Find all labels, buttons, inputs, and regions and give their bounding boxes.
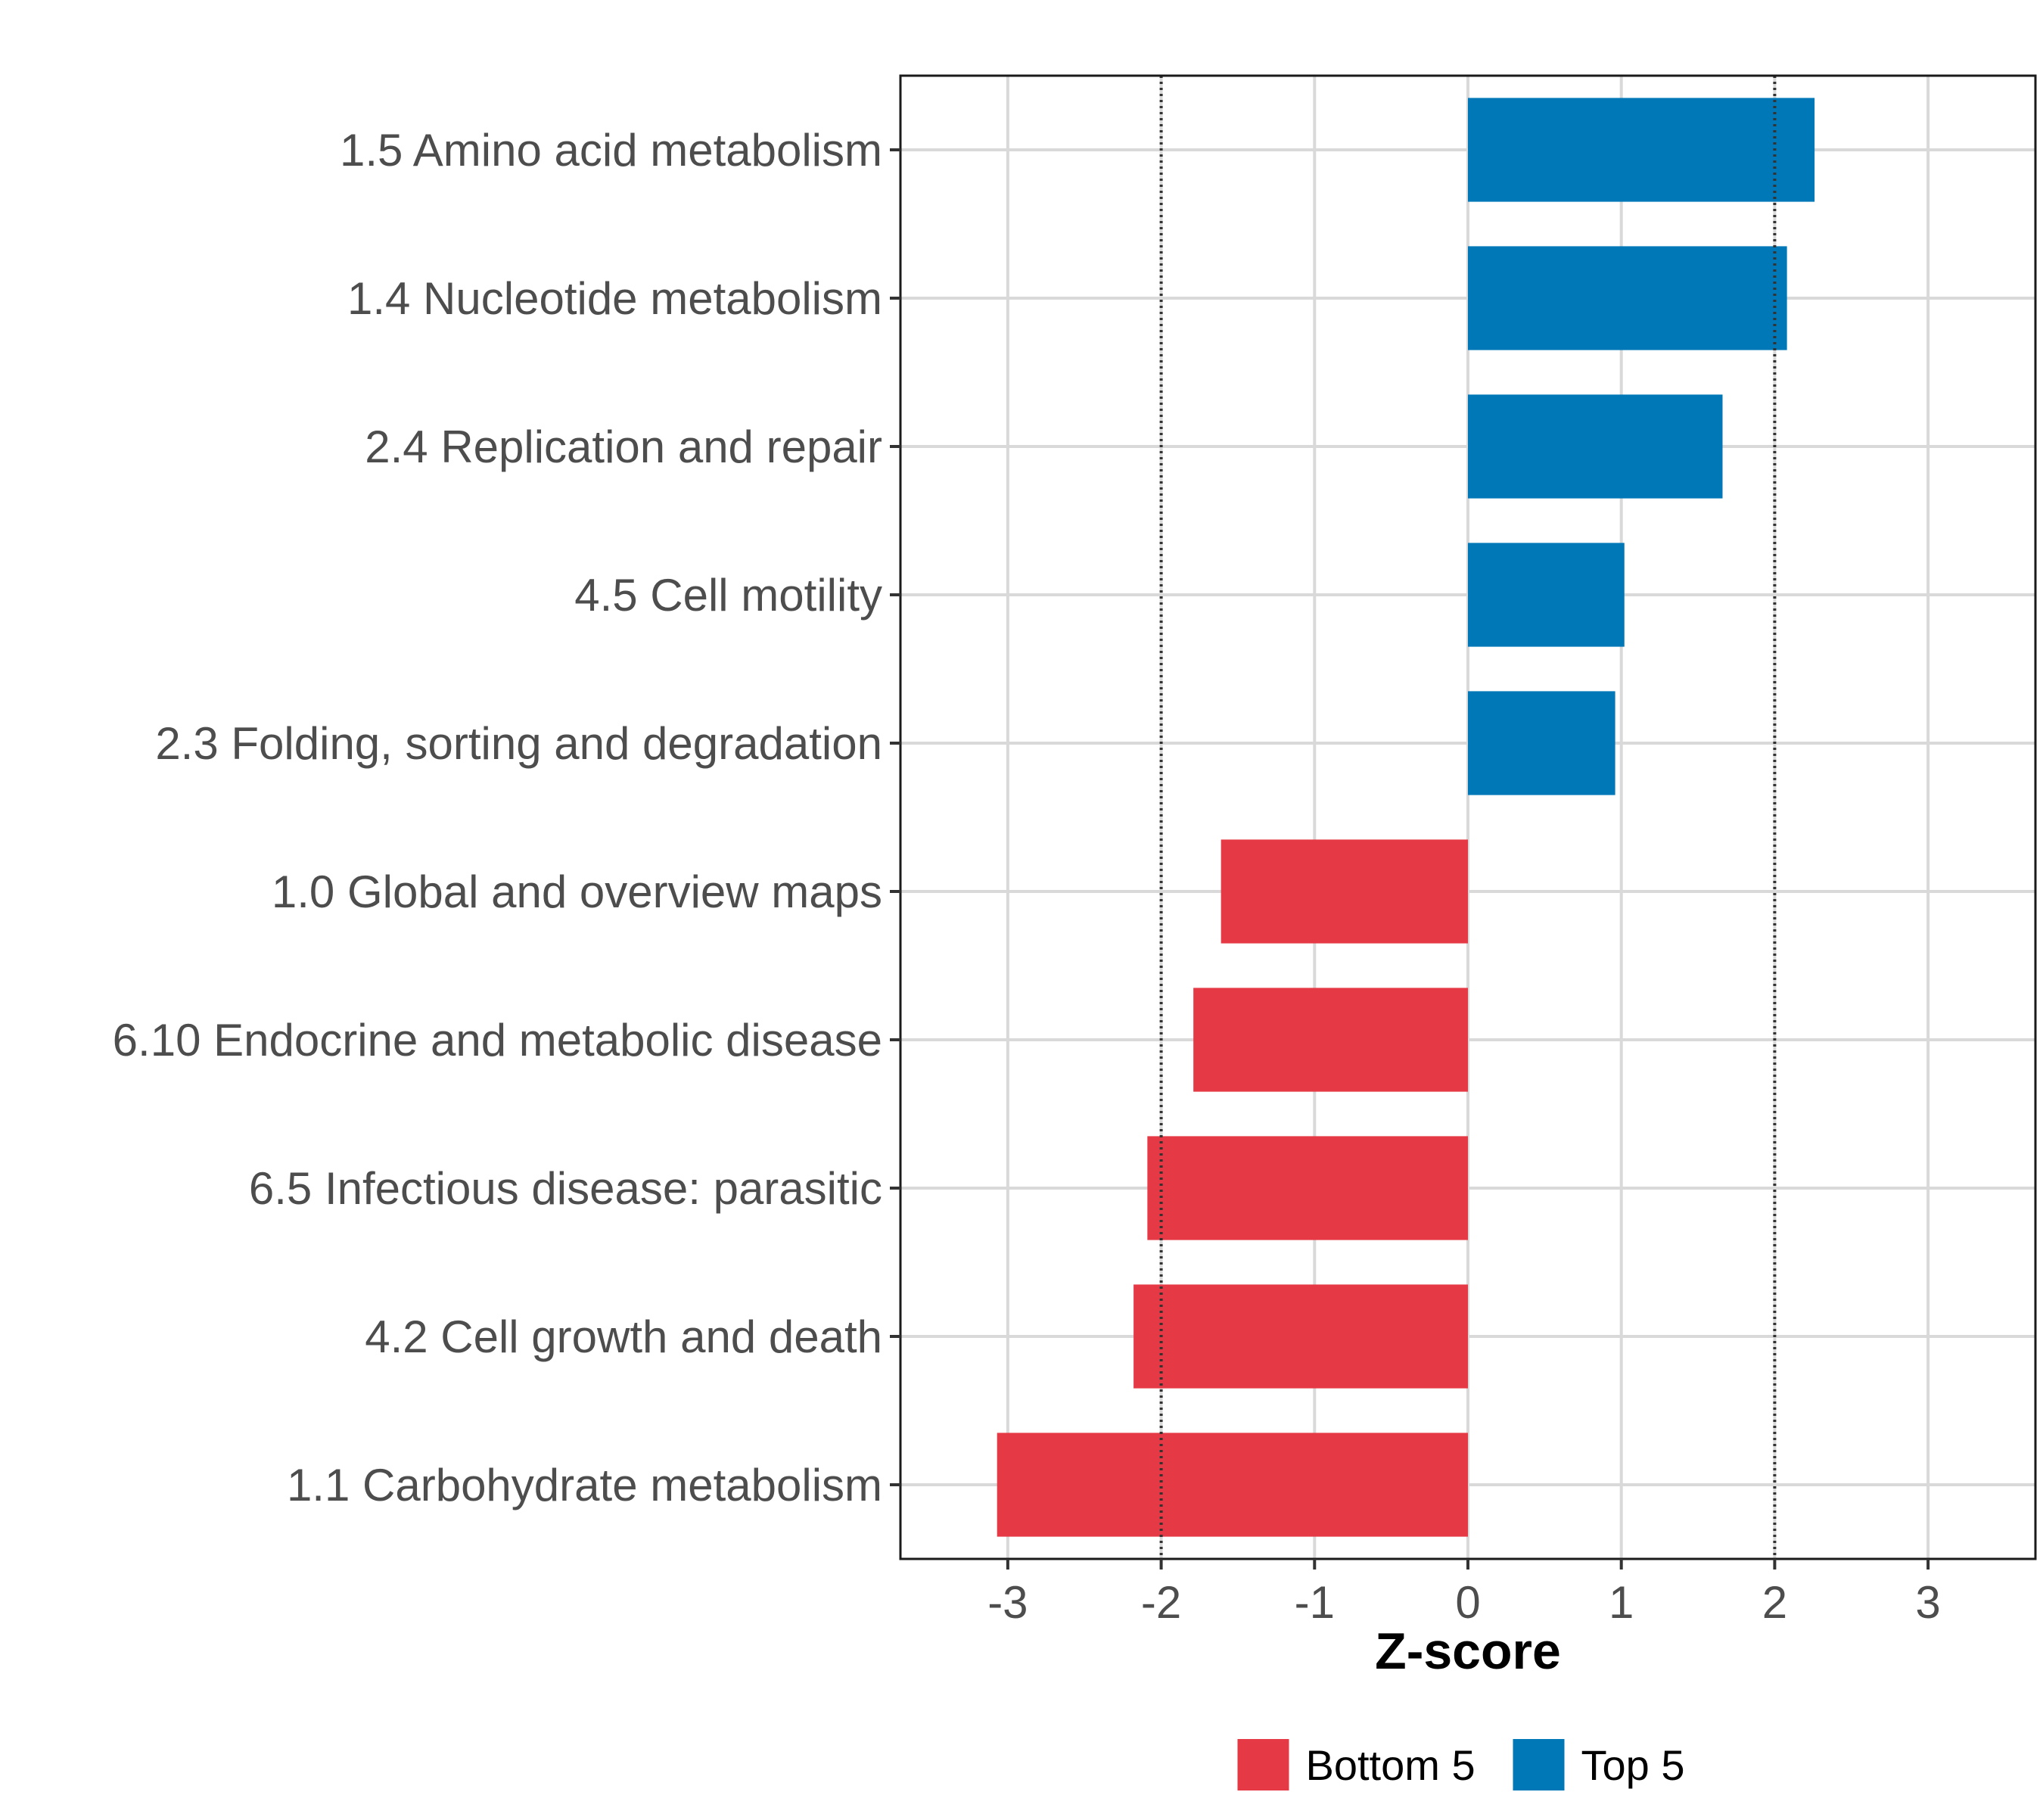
x-tick-label: 0 bbox=[1455, 1577, 1480, 1628]
x-tick-label: -3 bbox=[987, 1577, 1028, 1628]
bar bbox=[1147, 1136, 1468, 1240]
legend-swatch bbox=[1237, 1739, 1289, 1790]
bar bbox=[1468, 543, 1625, 647]
x-tick-label: 2 bbox=[1762, 1577, 1787, 1628]
category-label: 4.5 Cell motility bbox=[574, 570, 882, 621]
bar bbox=[997, 1433, 1468, 1537]
x-tick-label: -2 bbox=[1141, 1577, 1181, 1628]
category-label: 1.4 Nucleotide metabolism bbox=[347, 273, 882, 324]
legend-label: Bottom 5 bbox=[1306, 1741, 1476, 1789]
x-axis: -3 -2 -1 0 1 2 3 bbox=[987, 1559, 1941, 1628]
bar bbox=[1468, 691, 1615, 795]
bar bbox=[1193, 988, 1468, 1092]
bar bbox=[1133, 1284, 1468, 1389]
x-tick-label: -1 bbox=[1295, 1577, 1335, 1628]
bar bbox=[1468, 394, 1723, 499]
category-label: 4.2 Cell growth and death bbox=[365, 1311, 882, 1362]
legend-label: Top 5 bbox=[1581, 1741, 1685, 1789]
bar bbox=[1221, 839, 1468, 944]
category-label: 1.0 Global and overview maps bbox=[272, 866, 882, 917]
y-axis: 1.5 Amino acid metabolism 1.4 Nucleotide … bbox=[113, 125, 900, 1510]
x-axis-title: Z-score bbox=[1375, 1622, 1561, 1680]
category-label: 6.5 Infectious disease: parasitic bbox=[249, 1163, 882, 1214]
category-label: 6.10 Endocrine and metabolic disease bbox=[113, 1015, 882, 1066]
bar bbox=[1468, 246, 1787, 350]
legend: Bottom 5 Top 5 bbox=[1237, 1739, 1685, 1790]
bar-layer bbox=[997, 98, 1815, 1537]
category-label: 2.4 Replication and repair bbox=[365, 422, 882, 472]
reference-line-layer bbox=[1159, 76, 1777, 1559]
x-tick-label: 1 bbox=[1609, 1577, 1634, 1628]
legend-swatch bbox=[1513, 1739, 1565, 1790]
category-label: 1.5 Amino acid metabolism bbox=[340, 125, 882, 176]
bar bbox=[1468, 98, 1815, 202]
x-tick-label: 3 bbox=[1915, 1577, 1940, 1628]
category-label: 1.1 Carbohydrate metabolism bbox=[287, 1460, 882, 1510]
category-label: 2.3 Folding, sorting and degradation bbox=[155, 718, 882, 769]
